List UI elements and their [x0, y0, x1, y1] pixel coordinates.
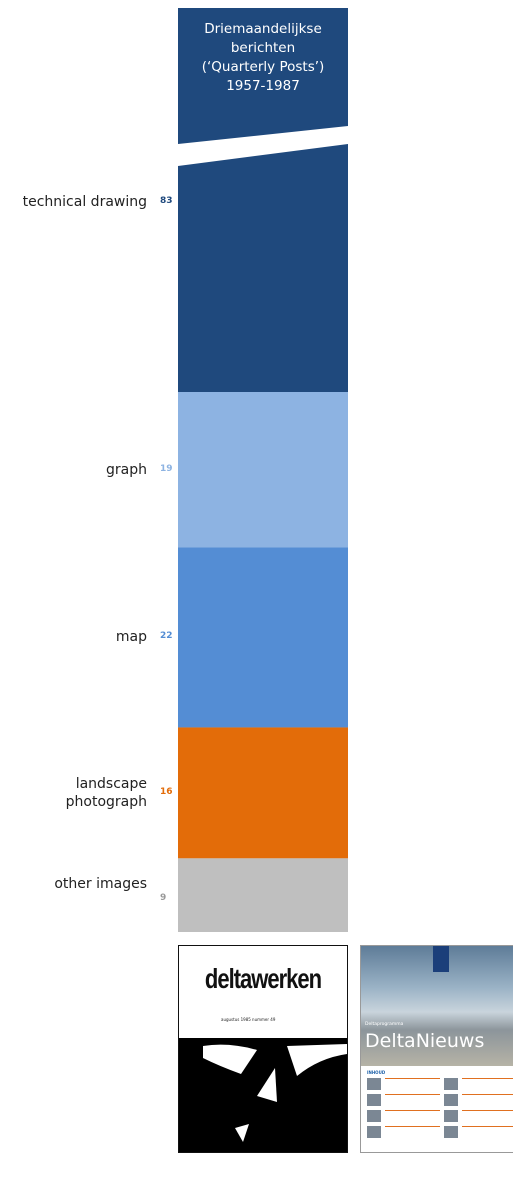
contents-list: [367, 1078, 513, 1142]
bar-segment-other-images: [178, 858, 348, 932]
deltanieuws-cover-thumbnail: Deltaprogramma DeltaNieuws INHOUD: [360, 945, 513, 1153]
category-label: graph: [106, 461, 147, 478]
data-label: 19: [160, 463, 173, 474]
bar-segment-graph: [178, 392, 348, 548]
category-label: technical drawing: [22, 194, 147, 210]
list-item: [367, 1078, 513, 1092]
bar-segment-landscape-photograph: [178, 727, 348, 859]
deltanieuws-kicker: Deltaprogramma: [365, 1022, 404, 1027]
category-label: map: [115, 629, 147, 646]
category-label: landscape photograph: [65, 775, 147, 810]
bar-segment-technical-drawing: [178, 144, 348, 392]
data-label: 16: [160, 786, 173, 797]
category-label: other images: [54, 876, 147, 893]
deltawerken-subtitle: augustus 1985 nummer 49: [221, 1017, 276, 1022]
data-label: 83: [160, 196, 173, 206]
list-item: [367, 1126, 513, 1140]
data-label: 9: [160, 893, 167, 904]
flag-icon: [433, 946, 449, 972]
data-label: 22: [160, 631, 173, 642]
deltawerken-logo: deltawerken: [204, 962, 322, 994]
deltanieuws-logo: DeltaNieuws: [365, 1030, 485, 1052]
title-block: [178, 8, 348, 144]
list-item: [367, 1094, 513, 1108]
deltawerken-cover-graphic: [179, 1038, 347, 1152]
deltawerken-cover-thumbnail: deltawerken augustus 1985 nummer 49: [178, 945, 348, 1153]
chart-title: Driemaandelijkse berichten (‘Quarterly P…: [201, 21, 325, 94]
list-item: [367, 1110, 513, 1124]
bar-segment-map: [178, 547, 348, 728]
deltanieuws-section: INHOUD: [367, 1070, 386, 1075]
